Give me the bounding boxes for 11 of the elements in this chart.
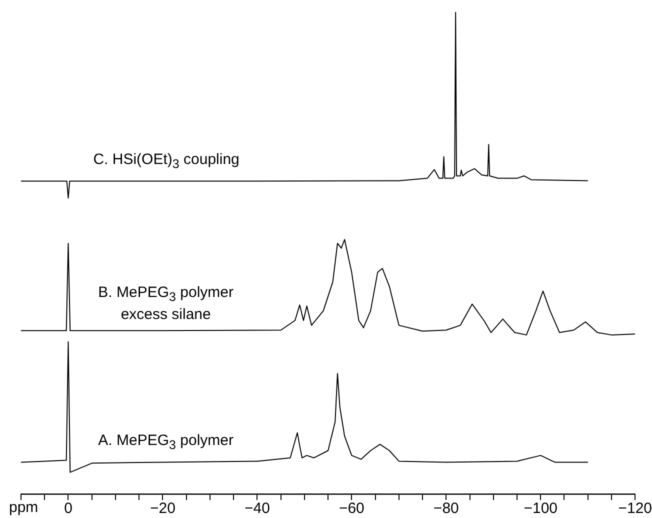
x-tick-label: −60 bbox=[338, 500, 364, 518]
x-axis-title: ppm bbox=[9, 499, 38, 516]
x-tick-label: −20 bbox=[150, 500, 176, 518]
series-label: B. MePEG$_{3}$ polymer excess silane bbox=[97, 284, 235, 323]
series-label: A. MePEG$_{3}$ polymer bbox=[97, 432, 235, 454]
x-tick-label: −40 bbox=[244, 500, 270, 518]
x-tick-label: −80 bbox=[433, 500, 459, 518]
series-label: C. HSi(OEt)$_{3}$ coupling bbox=[92, 151, 240, 174]
x-tick-label: 0 bbox=[64, 500, 72, 518]
x-tick-label: −120 bbox=[618, 500, 652, 518]
x-tick-label: −100 bbox=[524, 500, 558, 518]
